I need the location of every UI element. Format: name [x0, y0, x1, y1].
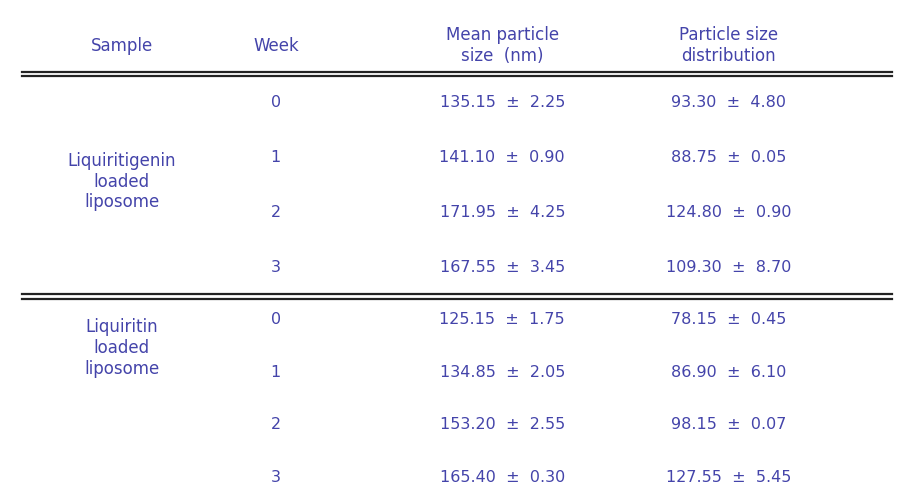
Text: 93.30  ±  4.80: 93.30 ± 4.80: [671, 95, 786, 110]
Text: 78.15  ±  0.45: 78.15 ± 0.45: [671, 312, 786, 327]
Text: Liquiritigenin
loaded
liposome: Liquiritigenin loaded liposome: [68, 152, 176, 212]
Text: 98.15  ±  0.07: 98.15 ± 0.07: [671, 418, 786, 433]
Text: Particle size
distribution: Particle size distribution: [679, 27, 778, 65]
Text: Liquiritin
loaded
liposome: Liquiritin loaded liposome: [84, 318, 160, 378]
Text: 124.80  ±  0.90: 124.80 ± 0.90: [666, 205, 792, 220]
Text: Week: Week: [253, 37, 299, 55]
Text: 134.85  ±  2.05: 134.85 ± 2.05: [440, 365, 565, 380]
Text: 141.10  ±  0.90: 141.10 ± 0.90: [440, 150, 565, 165]
Text: 1: 1: [271, 150, 281, 165]
Text: 167.55  ±  3.45: 167.55 ± 3.45: [440, 260, 565, 275]
Text: Sample: Sample: [90, 37, 153, 55]
Text: 3: 3: [271, 470, 281, 484]
Text: 2: 2: [271, 205, 281, 220]
Text: 88.75  ±  0.05: 88.75 ± 0.05: [671, 150, 786, 165]
Text: 1: 1: [271, 365, 281, 380]
Text: 125.15  ±  1.75: 125.15 ± 1.75: [440, 312, 565, 327]
Text: 0: 0: [271, 312, 281, 327]
Text: 109.30  ±  8.70: 109.30 ± 8.70: [666, 260, 792, 275]
Text: 135.15  ±  2.25: 135.15 ± 2.25: [440, 95, 565, 110]
Text: 153.20  ±  2.55: 153.20 ± 2.55: [440, 418, 565, 433]
Text: 0: 0: [271, 95, 281, 110]
Text: 86.90  ±  6.10: 86.90 ± 6.10: [671, 365, 786, 380]
Text: 2: 2: [271, 418, 281, 433]
Text: 3: 3: [271, 260, 281, 275]
Text: 165.40  ±  0.30: 165.40 ± 0.30: [440, 470, 565, 484]
Text: 127.55  ±  5.45: 127.55 ± 5.45: [666, 470, 792, 484]
Text: Mean particle
size  (nm): Mean particle size (nm): [446, 27, 558, 65]
Text: 171.95  ±  4.25: 171.95 ± 4.25: [440, 205, 565, 220]
